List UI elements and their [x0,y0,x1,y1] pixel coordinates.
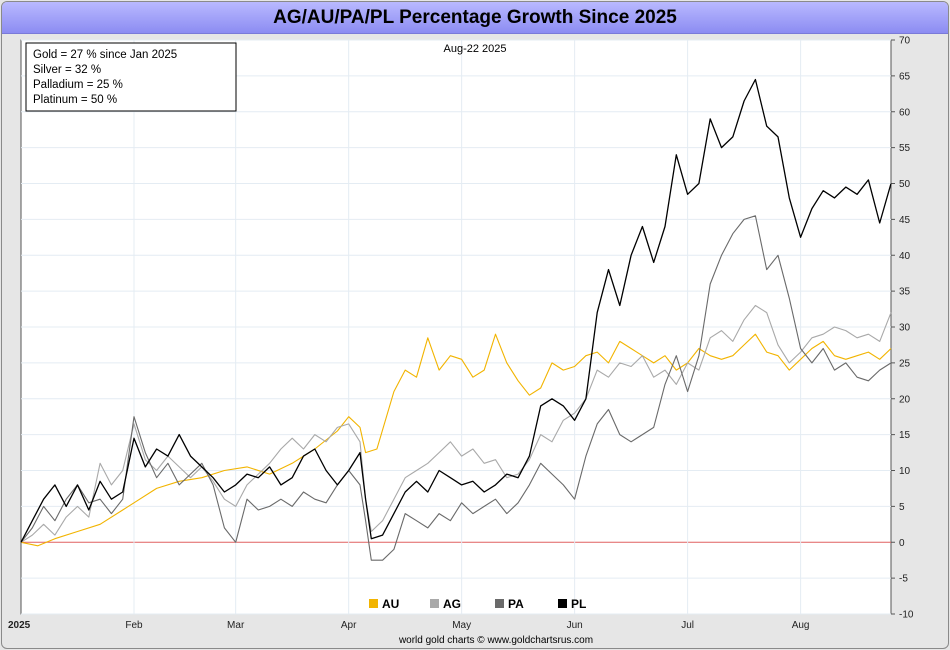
legend-swatch-au [369,599,378,608]
x-tick-label: Apr [341,620,357,631]
x-tick-label: Jun [567,620,583,631]
series-line-au [20,333,892,547]
legend-label-ag: AG [443,597,461,611]
x-tick-label: Feb [125,620,143,631]
legend-label-pa: PA [508,597,524,611]
legend-swatch-pa [495,599,504,608]
stats-line: Silver = 32 % [33,64,101,76]
y-tick-label: 30 [899,323,911,334]
y-tick-label: 15 [899,430,911,441]
stats-box [25,42,237,112]
y-tick-label: 10 [899,466,911,477]
y-tick-label: 25 [899,358,911,369]
chart-title: AG/AU/PA/PL Percentage Growth Since 2025 [2,2,948,34]
series-line-pl [20,78,892,543]
stats-line: Gold = 27 % since Jan 2025 [33,49,177,61]
y-tick-label: 55 [899,143,911,154]
x-tick-label: 2025 [8,620,31,631]
x-tick-label: Aug [792,620,810,631]
y-tick-label: 45 [899,215,911,226]
series-line-pa [20,215,892,561]
y-tick-label: 65 [899,71,911,82]
y-tick-label: -5 [899,574,908,585]
legend-label-au: AU [382,597,399,611]
x-tick-label: May [452,620,471,631]
legend-label-pl: PL [571,597,586,611]
date-label: Aug-22 2025 [444,43,507,55]
stats-line: Platinum = 50 % [33,94,117,106]
y-tick-label: 70 [899,36,911,47]
y-tick-label: 20 [899,394,911,405]
y-tick-label: 35 [899,287,911,298]
y-tick-label: 50 [899,179,911,190]
y-tick-label: 0 [899,538,905,549]
y-tick-label: -10 [899,610,914,621]
legend-swatch-pl [558,599,567,608]
y-tick-label: 60 [899,107,911,118]
x-tick-label: Mar [227,620,245,631]
y-tick-label: 40 [899,251,911,262]
legend-swatch-ag [430,599,439,608]
x-tick-label: Jul [681,620,694,631]
stats-line: Palladium = 25 % [33,79,123,91]
y-tick-label: 5 [899,502,905,513]
footer-credit: world gold charts © www.goldchartsrus.co… [398,635,593,646]
